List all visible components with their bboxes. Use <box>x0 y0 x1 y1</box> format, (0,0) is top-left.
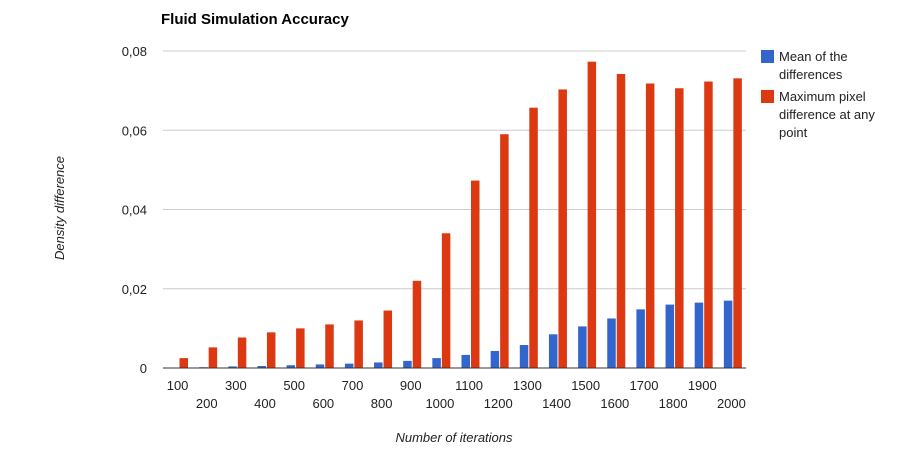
x-tick-label: 1400 <box>542 396 571 411</box>
bar-mean-1500 <box>578 326 587 368</box>
bar-mean-800 <box>374 362 383 368</box>
bar-max-1100 <box>471 180 480 368</box>
bar-max-1200 <box>500 134 509 368</box>
bar-mean-400 <box>257 366 266 368</box>
bar-max-400 <box>266 332 276 368</box>
bar-max-600 <box>325 324 334 368</box>
x-tick-label: 700 <box>342 378 364 393</box>
bar-mean-500 <box>286 365 296 368</box>
bar-max-300 <box>237 337 247 368</box>
bar-max-1000 <box>441 233 451 368</box>
chart-title: Fluid Simulation Accuracy <box>161 11 349 28</box>
y-tick-label: 0,08 <box>122 44 147 59</box>
bar-mean-1400 <box>548 334 558 368</box>
y-axis-ticks: 0 0,02 0,04 0,06 0,08 <box>122 44 147 376</box>
x-tick-label: 400 <box>254 396 276 411</box>
x-tick-label: 100 <box>167 378 189 393</box>
bar-max-2000 <box>733 78 742 368</box>
legend-label: Mean of the differences <box>779 49 848 82</box>
x-tick-label: 1200 <box>484 396 513 411</box>
bar-max-1800 <box>675 88 684 368</box>
bar-max-800 <box>383 310 393 368</box>
gridlines <box>163 50 746 290</box>
bar-mean-1900 <box>694 302 704 368</box>
x-tick-label: 1700 <box>630 378 659 393</box>
x-tick-label: 1500 <box>571 378 600 393</box>
bar-mean-1100 <box>461 354 470 368</box>
legend-label: Maximum pixel difference at any point <box>779 89 875 140</box>
x-tick-label: 500 <box>283 378 305 393</box>
bar-max-1700 <box>645 83 655 369</box>
y-tick-label: 0,06 <box>122 123 147 138</box>
bar-max-1500 <box>587 61 597 368</box>
y-axis-title: Density difference <box>52 156 67 260</box>
y-tick-label: 0 <box>140 361 147 376</box>
bar-mean-700 <box>344 363 354 368</box>
bar-max-200 <box>208 347 218 368</box>
bar-mean-1700 <box>636 309 645 368</box>
bar-mean-1600 <box>607 318 616 368</box>
bar-max-1300 <box>529 107 538 368</box>
x-tick-label: 1900 <box>688 378 717 393</box>
x-tick-label: 800 <box>371 396 393 411</box>
bar-max-1600 <box>616 73 626 369</box>
x-tick-label: 1600 <box>600 396 629 411</box>
x-tick-label: 1000 <box>425 396 454 411</box>
y-tick-label: 0,04 <box>122 203 147 218</box>
bar-mean-900 <box>403 360 412 368</box>
bar-max-1900 <box>704 81 713 368</box>
legend-swatch <box>761 50 774 63</box>
x-tick-label: 600 <box>312 396 334 411</box>
bar-max-100 <box>179 358 188 368</box>
bar-mean-1000 <box>432 358 441 368</box>
bar-mean-1300 <box>519 345 529 368</box>
x-tick-label: 300 <box>225 378 247 393</box>
bar-mean-1200 <box>490 350 500 368</box>
bar-mean-600 <box>315 364 325 368</box>
legend-swatch <box>761 90 774 103</box>
bar-mean-300 <box>228 366 237 368</box>
bar-max-700 <box>354 320 363 368</box>
x-tick-label: 1300 <box>513 378 542 393</box>
bar-max-1400 <box>558 89 567 368</box>
bar-mean-2000 <box>723 300 733 368</box>
bar-mean-1800 <box>665 304 675 368</box>
x-tick-label: 2000 <box>717 396 746 411</box>
legend: Mean of the differences Maximum pixel diffe… <box>761 49 875 140</box>
x-axis-ticks: 1002003004005006007008009001000110012001… <box>167 378 746 411</box>
x-tick-label: 1800 <box>659 396 688 411</box>
x-tick-label: 1100 <box>455 378 483 393</box>
x-tick-label: 200 <box>196 396 218 411</box>
y-tick-label: 0,02 <box>122 282 147 297</box>
bar-max-500 <box>296 328 305 368</box>
x-axis-title: Number of iterations <box>395 430 513 445</box>
x-tick-label: 900 <box>400 378 422 393</box>
bars <box>170 61 742 369</box>
bar-max-900 <box>412 280 422 368</box>
